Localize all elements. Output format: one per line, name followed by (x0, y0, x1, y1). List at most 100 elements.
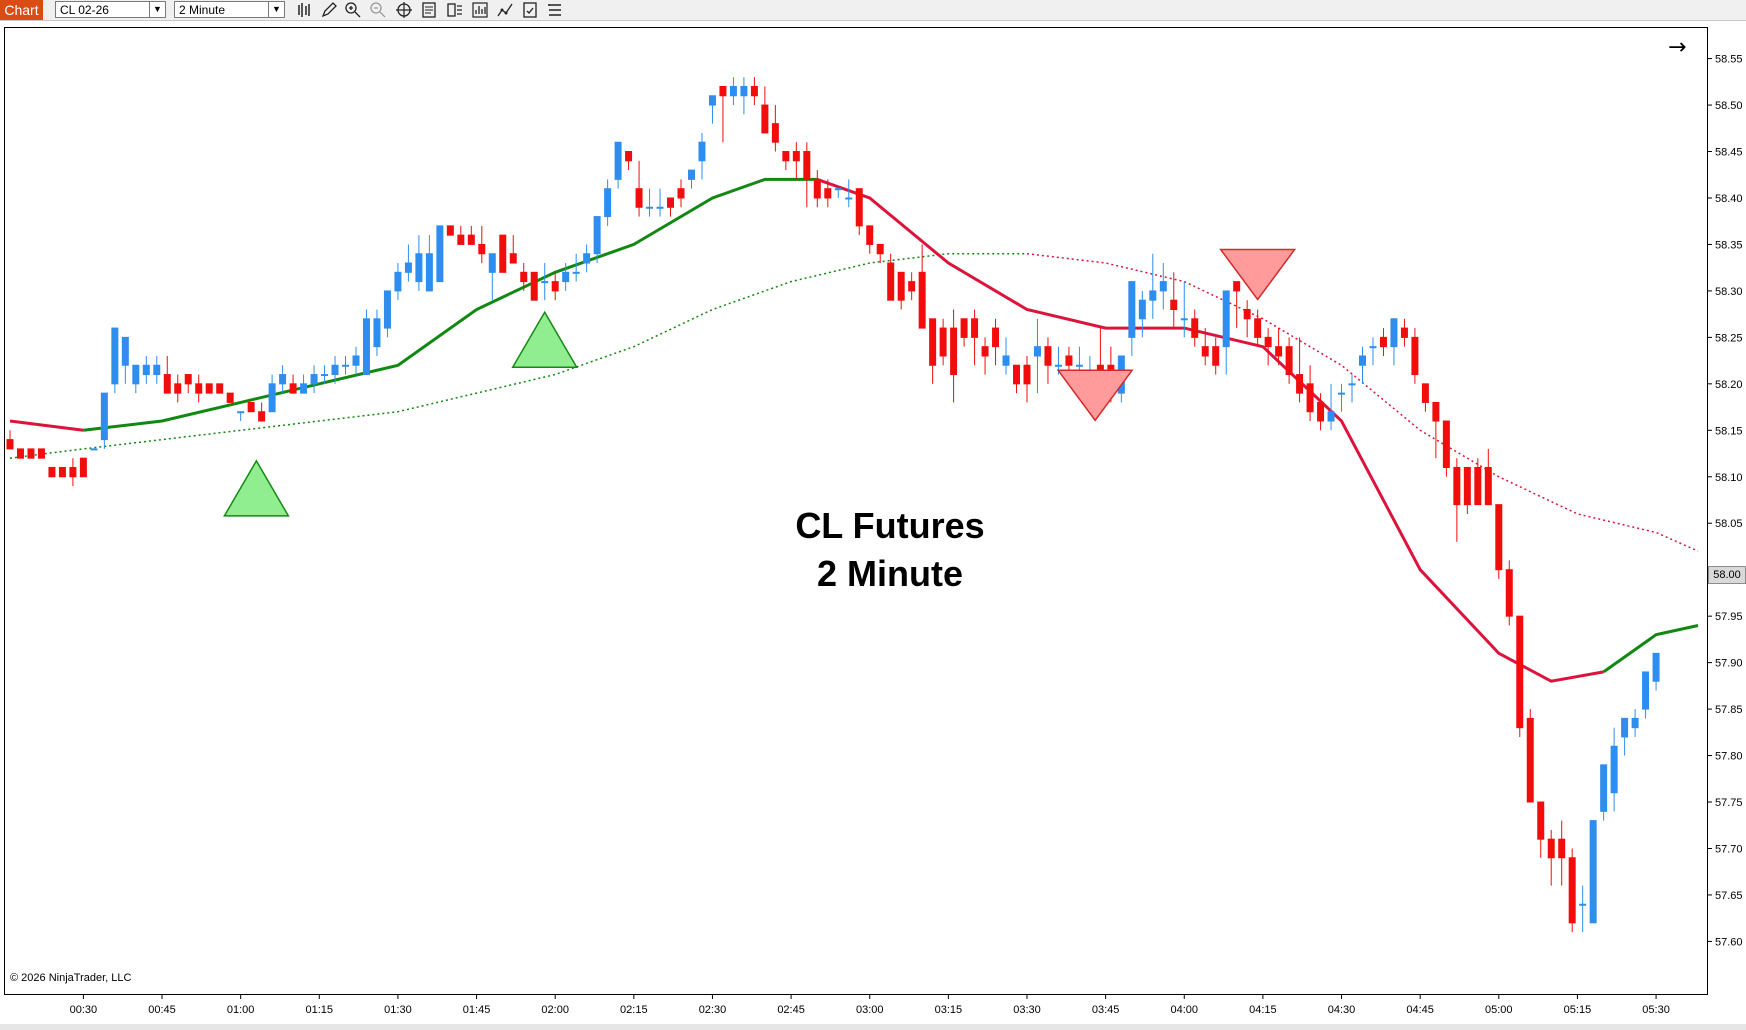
candlestick (79, 457, 87, 478)
candle-body (1348, 383, 1356, 386)
zoom-in-icon[interactable] (344, 1, 362, 19)
candlestick (971, 309, 979, 366)
candle-body (1254, 318, 1262, 338)
candlestick (237, 411, 245, 422)
candle-body (258, 411, 266, 422)
candle-body (1495, 504, 1503, 571)
x-tick-label: 02:45 (777, 1004, 805, 1016)
x-tick-label: 01:30 (384, 1004, 412, 1016)
templates-icon[interactable] (521, 1, 539, 19)
candlestick (1296, 337, 1304, 403)
candlestick (520, 263, 528, 291)
candlestick (1505, 560, 1513, 626)
candle-body (897, 271, 905, 301)
properties-icon[interactable] (420, 1, 438, 19)
candle-body (1379, 336, 1387, 348)
candlestick (300, 374, 308, 394)
x-tick-label: 00:30 (70, 1004, 98, 1016)
chart-toolbar: Chart CL 02-26 ▼ 2 Minute ▼ (0, 0, 1746, 21)
ma-slow-line (1026, 252, 1699, 552)
candle-body (1044, 346, 1052, 366)
candle-body (1484, 466, 1492, 506)
candlestick (415, 235, 423, 291)
candle-body (1180, 318, 1188, 321)
candlestick (1589, 820, 1597, 924)
candlestick (866, 225, 874, 254)
candle-body (1516, 615, 1524, 729)
candle-body (90, 448, 98, 451)
candlestick (1537, 801, 1545, 858)
candlestick (142, 355, 150, 384)
chart-panel[interactable] (4, 27, 1708, 995)
candlestick (792, 142, 800, 180)
candle-body (929, 318, 937, 366)
indicators-icon[interactable] (471, 1, 489, 19)
candlestick (195, 374, 203, 403)
bar-type-icon[interactable] (296, 1, 314, 19)
instrument-selector[interactable]: CL 02-26 ▼ (55, 1, 166, 18)
arrow-right-icon[interactable]: → (1668, 35, 1687, 60)
candlestick (708, 95, 716, 124)
candle-body (1170, 299, 1178, 310)
candlestick (121, 336, 129, 384)
draw-pencil-icon[interactable] (320, 1, 338, 19)
candlestick (1579, 885, 1587, 933)
candle-body (1642, 671, 1650, 710)
strategies-icon[interactable] (496, 1, 514, 19)
candle-body (992, 327, 1000, 348)
zoom-out-icon[interactable] (369, 1, 387, 19)
candle-body (1159, 281, 1167, 292)
candlestick (1442, 420, 1450, 477)
y-tick-label: 58.25 (1715, 332, 1743, 344)
data-box-icon[interactable] (446, 1, 464, 19)
candlestick (887, 253, 895, 301)
chevron-down-icon[interactable]: ▼ (149, 2, 165, 17)
candlestick (604, 179, 612, 226)
candle-body (1075, 364, 1083, 367)
candlestick (824, 179, 832, 208)
menu-icon[interactable] (546, 1, 564, 19)
candle-body (604, 188, 612, 218)
x-tick-label: 02:00 (541, 1004, 569, 1016)
price-axis: 57.60 57.65 57.70 57.75 57.80 57.85 57.90 57.95… (1708, 54, 1743, 948)
candlestick (1642, 671, 1650, 719)
candle-body (1212, 346, 1220, 366)
candlestick (216, 383, 224, 394)
candle-body (1338, 392, 1346, 395)
candlestick (1128, 281, 1136, 356)
candle-body (415, 253, 423, 283)
candle-body (1358, 355, 1366, 366)
candle-body (247, 401, 255, 413)
candle-body (153, 364, 161, 376)
candlestick (593, 216, 601, 264)
candle-body (1191, 318, 1199, 338)
x-tick-label: 03:45 (1092, 1004, 1120, 1016)
interval-selector[interactable]: 2 Minute ▼ (174, 1, 285, 18)
sell-signal-arrow (1219, 248, 1297, 301)
horizontal-scrollbar[interactable] (0, 1024, 1746, 1030)
candlestick (1254, 309, 1262, 347)
candle-body (855, 188, 863, 227)
candle-body (1537, 801, 1545, 840)
candle-body (1149, 290, 1157, 301)
candle-body (436, 225, 444, 283)
candlestick (1547, 829, 1555, 886)
tab-chart[interactable]: Chart (0, 0, 43, 20)
candle-body (1128, 281, 1136, 338)
x-tick-label: 04:00 (1170, 1004, 1198, 1016)
chevron-down-icon[interactable]: ▼ (268, 2, 284, 17)
y-tick-label: 58.15 (1715, 425, 1743, 437)
candlestick (153, 355, 161, 384)
candlestick (1275, 328, 1283, 366)
candle-body (1442, 420, 1450, 468)
candle-body (373, 318, 381, 348)
candle-body (908, 281, 916, 292)
crosshair-icon[interactable] (395, 1, 413, 19)
candle-body (111, 327, 119, 385)
candle-body (1296, 374, 1304, 394)
x-tick-label: 00:45 (148, 1004, 176, 1016)
y-tick-label: 57.60 (1715, 936, 1743, 948)
candle-body (1054, 364, 1062, 367)
candlestick (205, 383, 213, 394)
